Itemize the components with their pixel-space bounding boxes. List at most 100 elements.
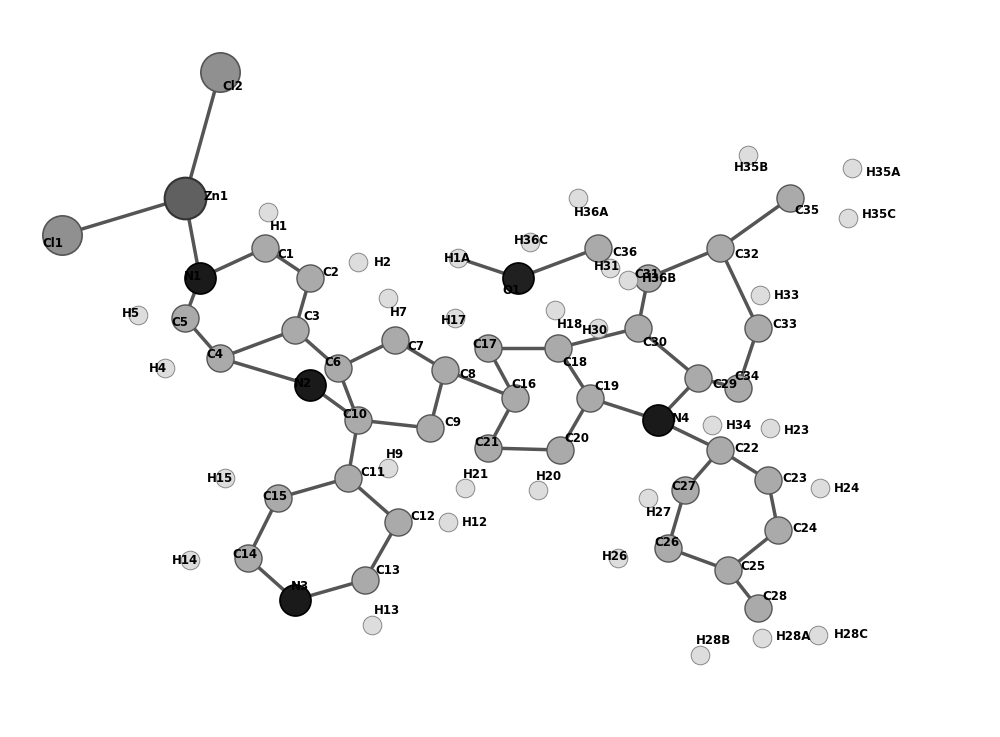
Text: H28C: H28C — [834, 629, 869, 641]
Text: H21: H21 — [463, 467, 489, 481]
Text: Cl2: Cl2 — [222, 80, 243, 93]
Point — [260, 206, 276, 218]
Point — [357, 574, 373, 586]
Text: H7: H7 — [390, 306, 408, 318]
Point — [270, 492, 286, 504]
Point — [240, 552, 256, 564]
Text: C30: C30 — [642, 335, 667, 349]
Text: C20: C20 — [564, 431, 589, 444]
Point — [782, 192, 798, 204]
Point — [770, 524, 786, 536]
Point — [530, 484, 546, 496]
Text: C27: C27 — [671, 480, 696, 492]
Text: C14: C14 — [232, 548, 257, 561]
Text: C13: C13 — [375, 564, 400, 576]
Text: C29: C29 — [712, 377, 737, 391]
Text: C28: C28 — [762, 590, 787, 603]
Text: H34: H34 — [726, 419, 752, 431]
Point — [840, 212, 856, 224]
Point — [640, 492, 656, 504]
Point — [510, 272, 526, 284]
Point — [364, 619, 380, 631]
Point — [740, 149, 756, 161]
Point — [692, 649, 708, 661]
Text: C31: C31 — [634, 268, 659, 281]
Point — [350, 414, 366, 426]
Point — [552, 444, 568, 456]
Text: C23: C23 — [782, 472, 807, 484]
Point — [720, 564, 736, 576]
Text: H2: H2 — [374, 256, 392, 268]
Text: C34: C34 — [734, 369, 759, 383]
Point — [590, 322, 606, 334]
Text: N4: N4 — [672, 411, 690, 425]
Point — [507, 392, 523, 404]
Point — [302, 379, 318, 391]
Point — [620, 274, 636, 286]
Point — [457, 482, 473, 494]
Point — [437, 364, 453, 376]
Point — [630, 322, 646, 334]
Text: C32: C32 — [734, 248, 759, 260]
Point — [480, 342, 496, 354]
Text: Zn1: Zn1 — [203, 189, 228, 203]
Point — [54, 229, 70, 241]
Text: H35B: H35B — [734, 161, 769, 173]
Text: C11: C11 — [360, 466, 385, 478]
Text: N3: N3 — [291, 579, 309, 593]
Text: C26: C26 — [654, 536, 679, 548]
Text: C2: C2 — [322, 265, 339, 279]
Text: C19: C19 — [594, 380, 619, 393]
Text: C36: C36 — [612, 245, 637, 259]
Text: C16: C16 — [511, 377, 536, 391]
Text: C1: C1 — [277, 248, 294, 260]
Text: H36A: H36A — [574, 206, 609, 218]
Point — [730, 382, 746, 394]
Text: H12: H12 — [462, 515, 488, 528]
Point — [844, 162, 860, 174]
Text: C9: C9 — [444, 416, 461, 428]
Point — [130, 309, 146, 321]
Text: H5: H5 — [122, 307, 140, 320]
Text: C33: C33 — [772, 318, 797, 330]
Point — [212, 352, 228, 364]
Text: H31: H31 — [594, 259, 620, 273]
Point — [390, 516, 406, 528]
Point — [380, 292, 396, 304]
Point — [752, 289, 768, 301]
Point — [217, 472, 233, 484]
Text: H1A: H1A — [444, 251, 471, 265]
Point — [750, 602, 766, 614]
Point — [350, 256, 366, 268]
Text: C6: C6 — [324, 355, 341, 368]
Text: H15: H15 — [207, 472, 233, 484]
Text: H30: H30 — [582, 324, 608, 337]
Point — [754, 632, 770, 644]
Text: C4: C4 — [206, 348, 223, 360]
Text: H24: H24 — [834, 481, 860, 495]
Point — [677, 484, 693, 496]
Text: C7: C7 — [407, 340, 424, 352]
Text: H23: H23 — [784, 424, 810, 436]
Text: H36C: H36C — [514, 234, 549, 246]
Point — [212, 66, 228, 78]
Text: C21: C21 — [474, 436, 499, 449]
Point — [582, 392, 598, 404]
Point — [380, 462, 396, 474]
Point — [810, 629, 826, 641]
Point — [712, 242, 728, 254]
Text: N1: N1 — [184, 270, 202, 282]
Point — [387, 334, 403, 346]
Point — [422, 422, 438, 434]
Text: H4: H4 — [149, 362, 167, 374]
Text: H1: H1 — [270, 220, 288, 232]
Point — [550, 342, 566, 354]
Text: C25: C25 — [740, 559, 765, 573]
Text: H33: H33 — [774, 288, 800, 301]
Point — [650, 414, 666, 426]
Point — [750, 322, 766, 334]
Point — [712, 444, 728, 456]
Point — [450, 252, 466, 264]
Point — [340, 472, 356, 484]
Text: H28A: H28A — [776, 629, 811, 643]
